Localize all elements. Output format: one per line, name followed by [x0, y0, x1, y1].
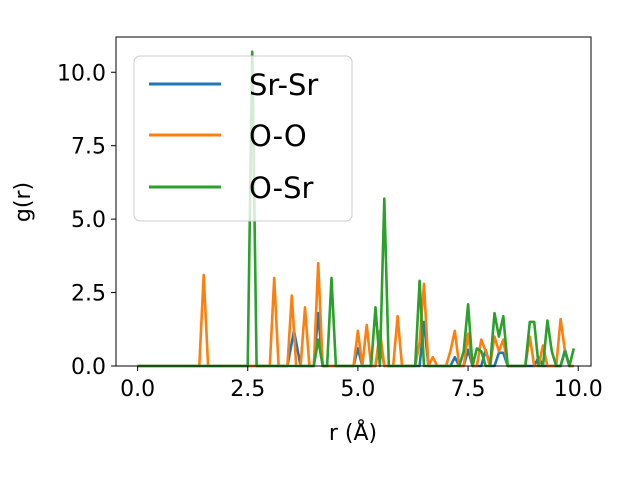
- y-tick-label: 10.0: [57, 61, 106, 86]
- y-tick-label: 2.5: [71, 282, 106, 307]
- x-axis-label: r (Å): [329, 419, 377, 446]
- series-line-o-o: [137, 261, 574, 368]
- y-tick-label: 5.0: [71, 208, 106, 233]
- x-ticks: 0.0 2.5 5.0 7.5 10.0: [120, 366, 603, 402]
- y-tick-label: 7.5: [71, 135, 106, 160]
- legend-label-o-o: O-O: [249, 119, 307, 153]
- x-tick-label: 7.5: [451, 377, 486, 402]
- legend-label-sr-sr: Sr-Sr: [249, 68, 318, 102]
- y-axis-label: g(r): [11, 182, 36, 222]
- x-tick-label: 10.0: [554, 377, 603, 402]
- legend-label-o-sr: O-Sr: [249, 171, 314, 205]
- y-ticks: 0.0 2.5 5.0 7.5 10.0: [57, 61, 116, 380]
- legend-frame: [133, 55, 353, 222]
- x-tick-label: 2.5: [230, 377, 265, 402]
- x-tick-label: 5.0: [340, 377, 375, 402]
- axes-layer: [115, 36, 592, 367]
- y-tick-label: 0.0: [71, 355, 106, 380]
- plot-area-frame: [115, 36, 592, 367]
- x-tick-label: 0.0: [120, 377, 155, 402]
- legend: Sr-Sr O-O O-Sr: [133, 55, 353, 222]
